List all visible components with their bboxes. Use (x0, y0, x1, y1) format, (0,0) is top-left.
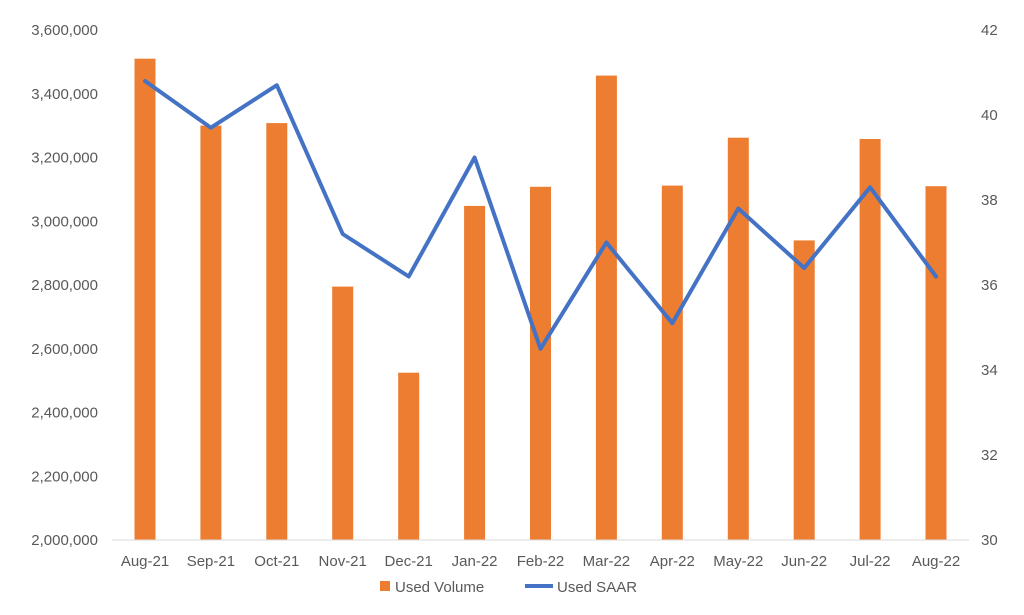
point-used-saar-nov-21 (342, 233, 344, 235)
x-axis-ticks: Aug-21 Sep-21 Oct-21 Nov-21 Dec-21 Jan-22 Feb-… (121, 553, 960, 570)
bar-used-volume-oct-21 (266, 123, 288, 540)
bar-used-volume-sep-21 (200, 125, 222, 540)
point-used-saar-jul-22 (869, 186, 871, 188)
right-tick-label: 34 (981, 362, 998, 379)
bar-used-volume-aug-21 (134, 58, 156, 540)
bar-used-volume-jul-22 (859, 139, 881, 540)
left-tick-label: 2,600,000 (31, 341, 98, 358)
x-tick-label: Mar-22 (583, 553, 631, 570)
legend-swatch-used-volume (380, 581, 390, 591)
bar-used-volume-jan-22 (464, 205, 486, 540)
right-tick-label: 38 (981, 192, 998, 209)
bar-used-volume-dec-21 (398, 372, 420, 540)
x-tick-label: Jun-22 (781, 553, 827, 570)
left-axis-ticks: 2,000,000 2,200,000 2,400,000 2,600,000 2,80… (31, 22, 98, 549)
point-used-saar-aug-22 (935, 276, 937, 277)
point-used-saar-feb-22 (540, 348, 541, 350)
bar-used-volume-nov-21 (332, 286, 354, 540)
point-used-saar-dec-21 (408, 276, 410, 277)
point-used-saar-oct-21 (276, 84, 278, 86)
x-tick-label: Dec-21 (385, 553, 433, 570)
x-tick-label: Apr-22 (650, 553, 695, 570)
bar-used-volume-apr-22 (661, 185, 683, 540)
point-used-saar-may-22 (737, 208, 739, 209)
left-tick-label: 3,600,000 (31, 22, 98, 39)
right-tick-label: 42 (981, 22, 998, 39)
bars-layer (134, 58, 947, 541)
right-tick-label: 36 (981, 277, 998, 294)
point-used-saar-jun-22 (803, 267, 805, 269)
right-tick-label: 32 (981, 447, 998, 464)
x-tick-label: Jan-22 (452, 553, 498, 570)
right-tick-label: 40 (981, 107, 998, 124)
point-used-saar-apr-22 (671, 322, 673, 324)
left-tick-label: 3,200,000 (31, 150, 98, 167)
x-tick-label: Feb-22 (517, 553, 565, 570)
x-tick-label: Jul-22 (850, 553, 891, 570)
legend-label-used-volume: Used Volume (395, 579, 484, 596)
x-tick-label: Sep-21 (187, 553, 235, 570)
x-tick-label: May-22 (713, 553, 763, 570)
bar-used-volume-may-22 (727, 137, 749, 540)
x-tick-label: Aug-21 (121, 553, 169, 570)
x-tick-label: Aug-22 (912, 553, 960, 570)
line-layer (143, 79, 938, 351)
bar-used-volume-feb-22 (530, 186, 551, 541)
x-tick-label: Nov-21 (319, 553, 367, 570)
bar-used-volume-mar-22 (595, 75, 617, 540)
bar-used-volume-aug-22 (925, 186, 947, 540)
left-tick-label: 2,800,000 (31, 277, 98, 294)
right-tick-label: 30 (981, 532, 998, 549)
x-tick-label: Oct-21 (254, 553, 299, 570)
point-used-saar-jan-22 (474, 157, 476, 158)
left-tick-label: 2,000,000 (31, 532, 98, 549)
point-used-saar-mar-22 (605, 242, 607, 243)
legend: Used Volume Used SAAR (380, 579, 637, 596)
right-axis-ticks: 30 32 34 36 38 40 42 (981, 22, 998, 549)
left-tick-label: 3,400,000 (31, 86, 98, 103)
left-tick-label: 3,000,000 (31, 213, 98, 230)
legend-label-used-saar: Used SAAR (557, 579, 637, 596)
point-used-saar-aug-21 (144, 80, 146, 82)
point-used-saar-sep-21 (210, 127, 212, 129)
left-tick-label: 2,400,000 (31, 405, 98, 422)
bar-used-volume-jun-22 (793, 240, 815, 540)
left-tick-label: 2,200,000 (31, 468, 98, 485)
